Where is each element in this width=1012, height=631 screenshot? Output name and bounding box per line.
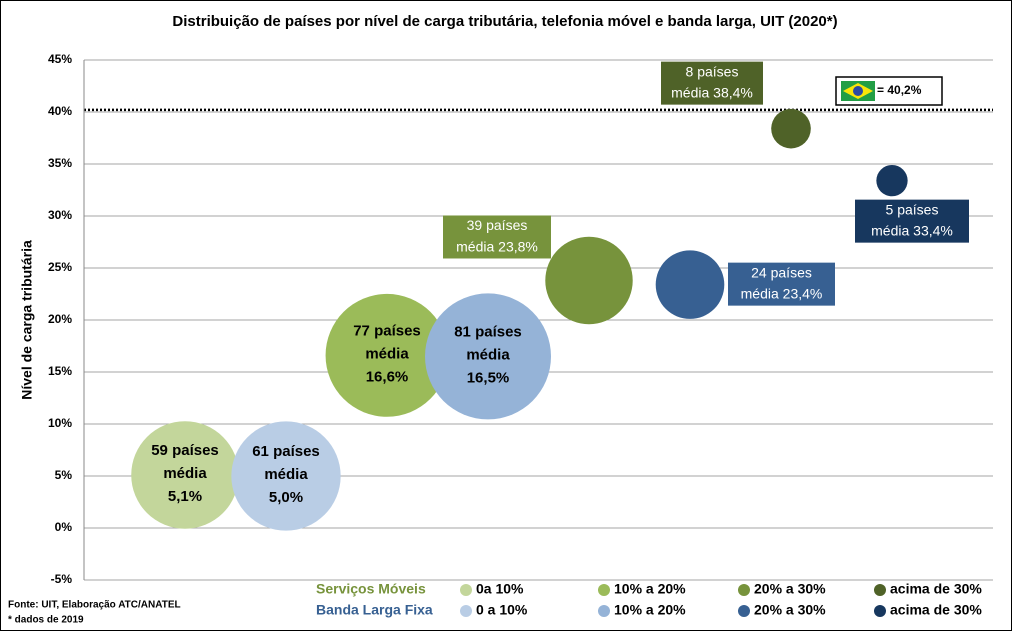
legend-group: Banda Larga Fixa — [316, 602, 433, 618]
bubble-label: média — [365, 345, 409, 362]
mean-label: média — [671, 84, 709, 100]
plot: 59 países média 5,1% 77 países média 16,6% 39 … — [131, 61, 969, 531]
bubble-label: média — [466, 346, 510, 363]
bubble-label: 39 países — [467, 217, 528, 233]
bubble-label: 5 países — [886, 201, 939, 217]
bubble-label: média — [264, 466, 308, 483]
bubble-label: 5,1% — [168, 488, 202, 505]
legend-label: 0 a 10% — [476, 602, 528, 618]
y-tick-label: -5% — [51, 572, 73, 586]
legend-label: acima de 30% — [890, 581, 982, 597]
bubble — [545, 236, 633, 325]
y-tick-label: 10% — [48, 416, 72, 430]
y-tick-label: 5% — [55, 468, 73, 482]
value-label: 38,4% — [713, 84, 753, 100]
chart-title: Distribuição de países por nível de carg… — [172, 13, 837, 30]
legend-label: 20% a 30% — [754, 602, 826, 618]
flag-globe — [853, 86, 863, 96]
value-label: 33,4% — [913, 222, 953, 238]
legend-swatch — [460, 605, 472, 617]
bubble — [131, 421, 239, 529]
label-box — [443, 215, 551, 259]
bubble-label: 81 países — [454, 323, 522, 340]
bubble — [771, 108, 811, 149]
legend-swatch — [874, 584, 886, 596]
y-tick-label: 20% — [48, 312, 72, 326]
legend-label: 10% a 20% — [614, 602, 686, 618]
legend-swatch — [738, 605, 750, 617]
bubble-label: 59 países — [151, 442, 219, 459]
y-axis-label: Nível de carga tributária — [19, 240, 35, 400]
legend-label: acima de 30% — [890, 602, 982, 618]
bubble-label: 16,5% — [467, 369, 510, 386]
source-note: Fonte: UIT, Elaboração ATC/ANATEL — [8, 600, 181, 611]
bubble-label: 8 países — [686, 63, 739, 79]
mean-label: média — [456, 238, 494, 254]
bubble-label: média — [163, 465, 207, 482]
bubble — [425, 293, 551, 420]
legend-label: 0a 10% — [476, 581, 524, 597]
bubble-label: 24 países — [751, 264, 812, 280]
brazil-badge: = 40,2% — [835, 76, 943, 106]
bubble — [231, 421, 341, 531]
bubble — [876, 164, 908, 197]
legend-group: Serviços Móveis — [316, 581, 426, 597]
legend-swatch — [460, 584, 472, 596]
legend-label: 20% a 30% — [754, 581, 826, 597]
mean-label: média — [871, 222, 909, 238]
legend-swatch — [738, 584, 750, 596]
y-tick-label: 30% — [48, 208, 72, 222]
bubble-label: 77 países — [353, 322, 421, 339]
data-note: * dados de 2019 — [8, 615, 84, 626]
reference-label: = 40,2% — [877, 83, 922, 97]
bubble-label: média 38,4% — [671, 84, 753, 100]
label-box — [728, 262, 835, 306]
mean-label: média — [741, 285, 779, 301]
bubble-label: 16,6% — [366, 368, 409, 385]
legend-swatch — [598, 605, 610, 617]
bubble — [655, 250, 725, 319]
y-tick-label: 25% — [48, 260, 72, 274]
label-box — [855, 199, 969, 243]
y-tick-label: 40% — [48, 104, 72, 118]
value-label: 23,8% — [498, 238, 538, 254]
legend-swatch — [598, 584, 610, 596]
legend-label: 10% a 20% — [614, 581, 686, 597]
y-tick-label: 35% — [48, 156, 72, 170]
bubble — [325, 293, 449, 417]
y-tick-label: 45% — [48, 52, 72, 66]
bubble-label: média 33,4% — [871, 222, 953, 238]
y-tick-label: 0% — [55, 520, 73, 534]
bubble-label: 61 países — [252, 443, 320, 460]
bubble-label: média 23,4% — [741, 285, 823, 301]
bubble-label: média 23,8% — [456, 238, 538, 254]
value-label: 23,4% — [783, 285, 823, 301]
grid — [84, 59, 993, 581]
legend-swatch — [874, 605, 886, 617]
label-box — [661, 61, 763, 105]
bubble-label: 5,0% — [269, 489, 303, 506]
y-tick-label: 15% — [48, 364, 72, 378]
